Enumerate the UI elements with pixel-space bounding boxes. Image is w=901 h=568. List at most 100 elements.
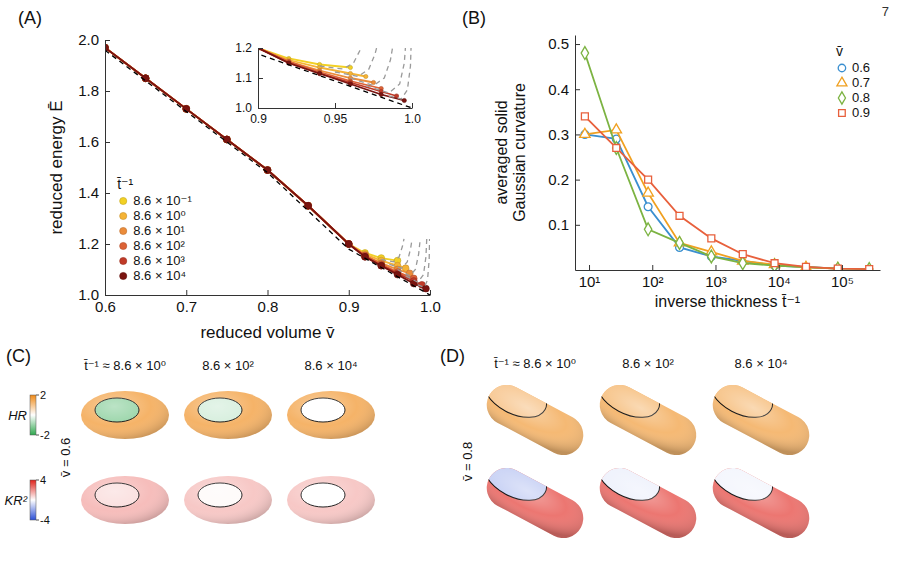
y-tick-label: 2.0 [78,31,99,48]
panel-letter: (D) [440,346,465,366]
legend-label: 0.9 [852,105,870,120]
point [769,258,780,267]
x-tick: 10¹ [579,265,601,290]
x-tick-mark [412,103,413,108]
y-tick: 0.5 [548,35,580,52]
panel: (C)t̄⁻¹ ≈ 8.6 × 10⁰8.6 × 10²8.6 × 10⁴v̄ … [5,346,375,526]
x-tick-mark [335,103,336,108]
point [345,241,352,248]
x-tick: 10³ [705,265,727,290]
series-line [320,48,363,69]
y-tick-label: 1.2 [235,41,252,55]
y-tick-label: 0.2 [548,171,569,188]
point [708,235,715,242]
point [348,71,352,75]
y-tick: 1.4 [78,184,110,201]
series-line [585,130,838,269]
y-tick-mark [258,78,263,79]
point [345,241,352,248]
point [803,263,810,270]
y-tick-mark [105,244,110,245]
y-tick: 0.4 [548,81,580,98]
point [223,136,230,143]
point [379,92,383,96]
legend-label: 8.6 × 10¹ [133,223,185,238]
shape [81,476,169,524]
y-tick-mark [105,91,110,92]
y-tick-label: 0.5 [548,35,569,52]
x-tick: 10⁴ [768,265,791,290]
legend-entry: 8.6 × 10³ [120,253,186,268]
series-line [389,48,411,99]
y-tick-label: 0.4 [548,81,569,98]
x-tick-mark [652,265,653,270]
legend-label: 8.6 × 10² [133,238,185,253]
surface-body [81,476,169,524]
legend-marker [120,272,127,279]
column-label: 8.6 × 10² [622,356,674,371]
x-tick-label: 0.7 [176,298,197,315]
legend-entry: 0.8 [838,90,870,105]
shape [184,476,272,524]
legend-title: t̄⁻¹ [117,176,134,192]
x-tick-mark [268,290,269,295]
shape [582,443,710,545]
surface-shading [81,391,169,439]
legend-label: 8.6 × 10⁴ [133,268,186,283]
x-tick-mark [589,265,590,270]
shape [287,391,375,439]
surface-shading [480,461,591,545]
legend-label: 8.6 × 10³ [133,253,185,268]
surface-shading [593,461,704,545]
y-tick-mark [258,108,263,109]
surface-body [287,391,375,439]
y-axis: 0.10.20.30.40.5 [548,35,580,270]
series-line [418,239,430,287]
point [345,241,352,248]
x-tick-label: 0.9 [250,112,267,126]
x-axis-line [106,295,431,296]
x-tick-mark [715,265,716,270]
point [866,266,873,270]
y-axis-title: reduced energy Ē [47,100,66,234]
x-tick: 0.7 [176,290,197,315]
colorbar-label: HR [8,408,27,423]
x-tick: 0.9 [339,290,360,315]
surface-body [480,461,591,545]
x-tick-label: 0.9 [339,298,360,315]
y-tick-label: 0.1 [548,216,569,233]
y-tick: 1.1 [235,71,263,85]
legend-marker [838,92,845,104]
figure: 7(A)0.60.70.80.91.01.01.21.41.61.82.00.9… [0,0,901,568]
colorbar [30,480,36,520]
x-axis-line [576,270,881,271]
legend-marker [839,110,846,117]
y-tick-mark [575,134,580,135]
point [371,80,375,84]
panel-letter: (C) [6,346,31,366]
point [581,113,588,120]
y-tick-mark [575,180,580,181]
x-tick-mark [349,290,350,295]
surface-shading [480,378,591,462]
legend-label: 8.6 × 10⁻¹ [133,193,192,208]
colorbar-tick-label: -2 [40,429,50,441]
plot-area [258,48,412,108]
point [771,259,778,270]
y-tick-label: 1.4 [78,184,99,201]
legend-marker [120,242,127,249]
point [834,265,842,270]
y-tick-label: 1.0 [235,101,252,115]
surface-body [81,391,169,439]
x-tick-label: 0.8 [258,298,279,315]
series-line [585,116,869,269]
point [317,71,321,75]
panel: (A)0.60.70.80.91.01.01.21.41.61.82.00.90… [0,0,441,342]
legend-title: v̄ [836,43,843,59]
point [739,257,746,270]
y-tick-mark [575,225,580,226]
series-line [258,48,366,77]
panel-letter: (A) [18,8,42,28]
series-line [105,50,430,295]
series-line [406,239,427,282]
